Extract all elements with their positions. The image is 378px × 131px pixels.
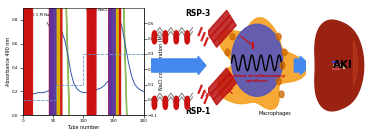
Circle shape (163, 100, 167, 109)
Polygon shape (315, 20, 364, 111)
Polygon shape (198, 85, 202, 93)
Circle shape (57, 0, 60, 131)
Circle shape (174, 100, 178, 109)
Polygon shape (214, 78, 236, 105)
Circle shape (109, 0, 120, 131)
Circle shape (110, 0, 113, 131)
Text: 0.3 M NaCl: 0.3 M NaCl (86, 8, 113, 16)
Circle shape (152, 31, 156, 40)
Circle shape (276, 33, 281, 40)
Circle shape (54, 0, 57, 131)
Circle shape (51, 0, 61, 131)
Circle shape (113, 0, 116, 131)
Polygon shape (210, 15, 233, 42)
Circle shape (59, 0, 62, 131)
Circle shape (91, 0, 94, 131)
X-axis label: Tube number: Tube number (67, 125, 99, 130)
Circle shape (57, 0, 60, 131)
Circle shape (276, 78, 281, 84)
Circle shape (26, 0, 29, 131)
Circle shape (113, 0, 115, 131)
Text: 0.1 M NaCl: 0.1 M NaCl (32, 13, 53, 31)
Text: Release of inflammatory
cytokines: Release of inflammatory cytokines (229, 74, 285, 83)
Ellipse shape (120, 0, 129, 131)
Circle shape (51, 0, 61, 131)
Circle shape (90, 0, 92, 131)
Circle shape (109, 0, 112, 131)
Circle shape (174, 35, 178, 44)
Text: RSP-3: RSP-3 (185, 9, 210, 18)
Text: RSP-1: RSP-1 (185, 107, 210, 116)
Circle shape (56, 0, 59, 131)
Circle shape (88, 0, 91, 131)
Circle shape (185, 35, 189, 44)
Circle shape (152, 96, 156, 105)
Circle shape (50, 0, 53, 131)
Circle shape (163, 35, 167, 44)
Circle shape (111, 0, 115, 131)
Circle shape (50, 0, 56, 131)
Y-axis label: Absorbance 490 nm: Absorbance 490 nm (6, 37, 11, 86)
Circle shape (27, 0, 29, 131)
Circle shape (174, 96, 178, 105)
Circle shape (116, 0, 118, 131)
Circle shape (57, 0, 60, 131)
Circle shape (30, 0, 33, 131)
Circle shape (117, 0, 121, 131)
Circle shape (87, 0, 90, 131)
Polygon shape (204, 95, 208, 103)
Circle shape (92, 0, 95, 131)
Circle shape (152, 35, 156, 44)
Circle shape (163, 31, 167, 40)
Circle shape (24, 0, 27, 131)
Circle shape (279, 91, 284, 98)
Circle shape (50, 0, 53, 131)
Polygon shape (198, 28, 202, 36)
Circle shape (116, 0, 120, 131)
Circle shape (114, 0, 118, 131)
Circle shape (109, 0, 115, 131)
Circle shape (110, 0, 114, 131)
Circle shape (225, 49, 230, 56)
Text: ✕: ✕ (204, 90, 211, 99)
Polygon shape (353, 40, 358, 86)
Circle shape (29, 0, 32, 131)
Circle shape (53, 0, 56, 131)
Circle shape (152, 100, 156, 109)
Text: ✕: ✕ (225, 87, 234, 97)
Polygon shape (204, 38, 208, 46)
Polygon shape (214, 20, 236, 47)
Circle shape (163, 96, 167, 105)
Text: AKI: AKI (333, 61, 353, 70)
Polygon shape (207, 10, 230, 37)
FancyArrow shape (294, 56, 310, 75)
Ellipse shape (62, 0, 71, 131)
Circle shape (24, 0, 27, 131)
Ellipse shape (231, 24, 283, 96)
Circle shape (93, 0, 96, 131)
Circle shape (230, 33, 235, 40)
Circle shape (185, 96, 189, 105)
FancyArrow shape (151, 56, 206, 75)
Circle shape (54, 0, 57, 131)
Circle shape (109, 0, 120, 131)
Polygon shape (210, 73, 233, 100)
Polygon shape (201, 33, 205, 41)
Text: Macrophages: Macrophages (258, 111, 291, 116)
Circle shape (174, 31, 178, 40)
Circle shape (90, 0, 92, 131)
Y-axis label: NaCl concentration (M): NaCl concentration (M) (159, 33, 164, 90)
Polygon shape (201, 90, 205, 98)
Polygon shape (207, 68, 230, 95)
Circle shape (282, 49, 287, 56)
Circle shape (28, 0, 31, 131)
Circle shape (280, 62, 285, 69)
Circle shape (185, 100, 189, 109)
Circle shape (51, 0, 54, 131)
Circle shape (116, 0, 119, 131)
Polygon shape (217, 18, 307, 109)
Circle shape (185, 31, 189, 40)
